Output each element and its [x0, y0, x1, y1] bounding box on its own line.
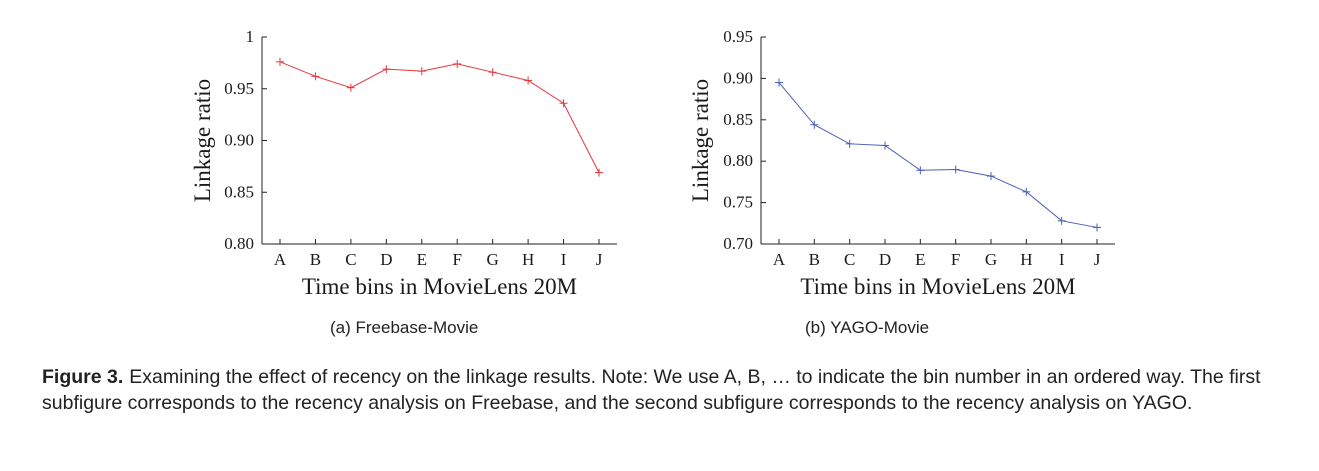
x-tick-label: H — [1020, 250, 1032, 269]
y-tick-label: 0.95 — [224, 79, 254, 98]
x-tick-label: G — [985, 250, 997, 269]
x-tick-label: F — [452, 250, 461, 269]
chart-yago-movie: 0.70 0.75 0.80 0.85 0.90 0.95 A B C D E F G H I J Time b… — [659, 0, 1319, 315]
x-tick-label: J — [1094, 250, 1101, 269]
y-tick-label: 1 — [246, 27, 255, 46]
data-point — [987, 172, 995, 181]
figure-caption-lead: Figure 3. — [42, 366, 124, 388]
y-tick-label: 0.85 — [224, 182, 254, 201]
figure-caption-text: Examining the effect of recency on the l… — [42, 366, 1261, 414]
x-tick-label: A — [274, 250, 287, 269]
chart-freebase-movie-svg: 0.80 0.85 0.90 0.95 1 A B C D E F G H I J Time bins in … — [190, 27, 617, 299]
data-point — [810, 120, 819, 129]
y-axis-label: Linkage ratio — [688, 79, 713, 202]
data-point — [951, 165, 960, 174]
y-tick-label: 0.90 — [723, 68, 753, 87]
y-tick-label: 0.85 — [723, 110, 753, 129]
y-tick-label: 0.80 — [224, 234, 254, 253]
data-point — [346, 83, 355, 92]
data-point — [453, 59, 462, 68]
x-tick-label: D — [380, 250, 392, 269]
x-tick-label: G — [487, 250, 499, 269]
x-tick-label: A — [773, 250, 786, 269]
data-point — [595, 168, 603, 177]
data-point — [276, 57, 284, 66]
chart-freebase-movie: 0.80 0.85 0.90 0.95 1 A B C D E F G H I J Time bins in … — [0, 0, 659, 315]
y-tick-label: 0.70 — [723, 234, 753, 253]
x-tick-label: D — [879, 250, 891, 269]
y-axis-label: Linkage ratio — [190, 79, 215, 202]
x-tick-label: E — [417, 250, 427, 269]
x-tick-label: F — [951, 250, 960, 269]
figure-caption: Figure 3. Examining the effect of recency… — [42, 364, 1292, 416]
x-tick-label: E — [915, 250, 925, 269]
x-tick-label: B — [310, 250, 321, 269]
data-point — [417, 67, 426, 76]
data-point — [1057, 216, 1066, 225]
x-tick-label: B — [809, 250, 820, 269]
x-axis-label: Time bins in MovieLens 20M — [302, 274, 577, 299]
series-line — [778, 82, 1098, 228]
y-tick-label: 0.80 — [723, 151, 753, 170]
data-point — [524, 76, 533, 85]
series-line — [279, 61, 600, 173]
x-tick-label: C — [345, 250, 356, 269]
data-point — [916, 166, 925, 175]
x-tick-label: H — [522, 250, 534, 269]
subcaption-b: (b) YAGO-Movie — [805, 318, 930, 337]
x-tick-label: I — [1059, 250, 1065, 269]
y-tick-label: 0.90 — [224, 131, 254, 150]
y-tick-label: 0.95 — [723, 27, 753, 46]
chart-yago-movie-svg: 0.70 0.75 0.80 0.85 0.90 0.95 A B C D E F G H I J Time b… — [688, 27, 1115, 299]
data-point — [775, 78, 783, 87]
subcaption-a: (a) Freebase-Movie — [330, 318, 479, 337]
data-point — [488, 68, 497, 77]
data-point — [382, 65, 391, 74]
x-axis-label: Time bins in MovieLens 20M — [800, 274, 1075, 299]
x-tick-label: C — [844, 250, 855, 269]
data-point — [1022, 187, 1031, 196]
x-tick-label: J — [596, 250, 603, 269]
y-tick-label: 0.75 — [723, 193, 753, 212]
data-point — [845, 139, 854, 148]
x-tick-label: I — [561, 250, 567, 269]
data-point — [881, 141, 889, 150]
data-point — [559, 99, 568, 108]
data-point — [311, 72, 320, 81]
data-point — [1093, 223, 1101, 232]
